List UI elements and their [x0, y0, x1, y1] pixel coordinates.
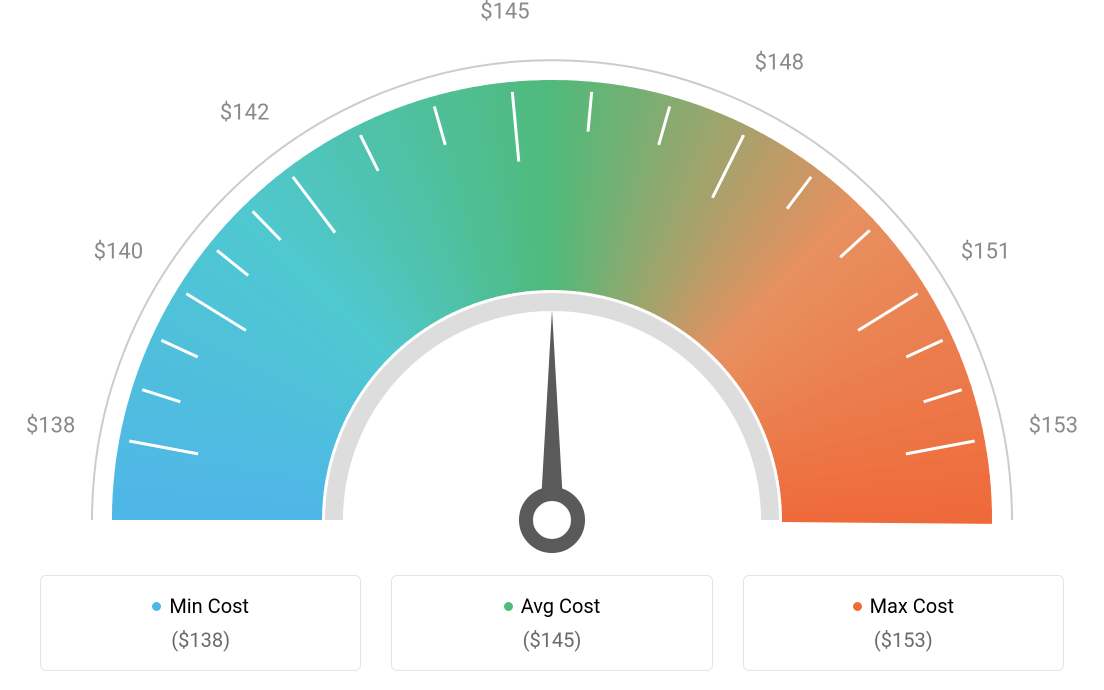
dot-icon — [152, 602, 161, 611]
gauge-chart: $138 $140 $142 $145 $148 $151 $153 — [0, 0, 1104, 560]
legend-min-value: ($138) — [61, 628, 340, 652]
legend-max-text: Max Cost — [870, 594, 955, 618]
dot-icon — [853, 602, 862, 611]
gauge-tick-label: $140 — [94, 239, 143, 264]
gauge-tick-label: $142 — [220, 101, 269, 126]
legend-row: Min Cost ($138) Avg Cost ($145) Max Cost… — [0, 575, 1104, 671]
legend-max-label: Max Cost — [853, 594, 955, 618]
gauge-tick-label: $151 — [961, 239, 1010, 264]
dot-icon — [504, 602, 513, 611]
gauge-tick-label: $153 — [1029, 414, 1078, 439]
legend-avg-value: ($145) — [412, 628, 691, 652]
legend-avg-text: Avg Cost — [521, 594, 601, 618]
legend-max: Max Cost ($153) — [743, 575, 1064, 671]
legend-min-text: Min Cost — [169, 594, 249, 618]
legend-min-label: Min Cost — [152, 594, 249, 618]
gauge-tick-label: $148 — [755, 51, 804, 76]
legend-max-value: ($153) — [764, 628, 1043, 652]
gauge-svg — [0, 0, 1104, 560]
legend-avg: Avg Cost ($145) — [391, 575, 712, 671]
gauge-tick-label: $145 — [480, 0, 529, 25]
gauge-tick-label: $138 — [26, 414, 75, 439]
legend-avg-label: Avg Cost — [504, 594, 601, 618]
legend-min: Min Cost ($138) — [40, 575, 361, 671]
